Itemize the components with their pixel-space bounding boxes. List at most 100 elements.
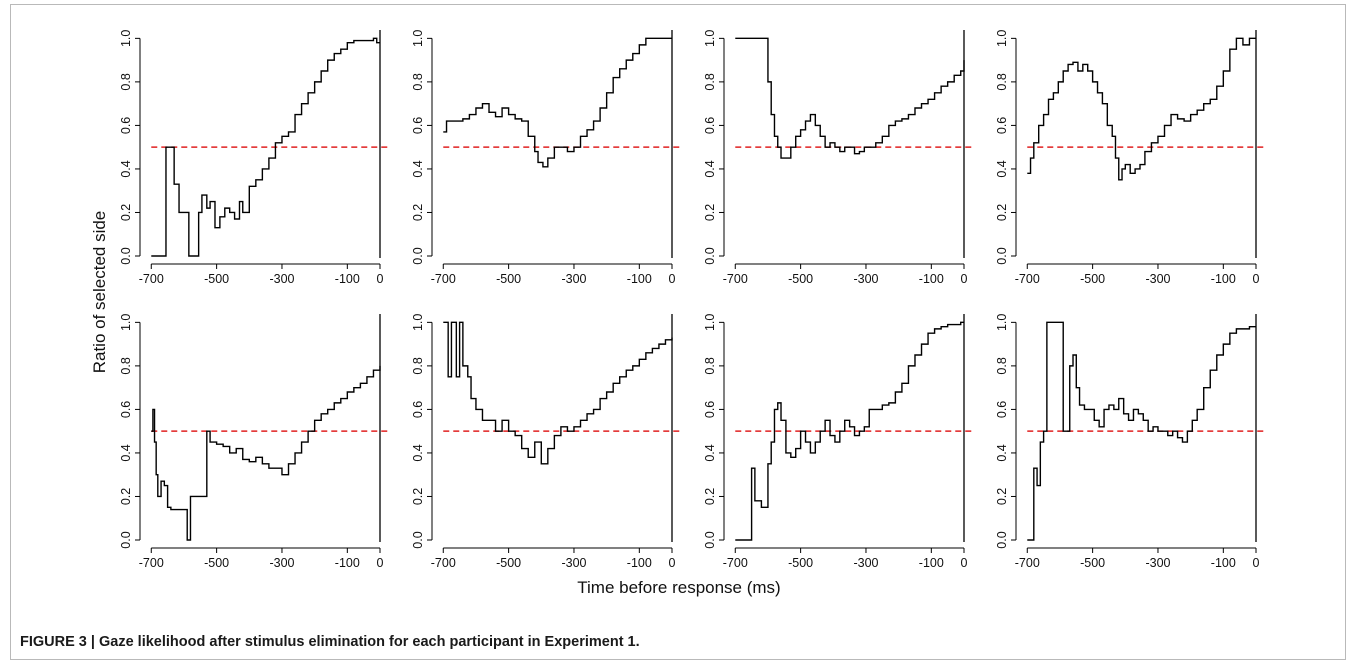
panel-5-y-tick-label: 0.6: [119, 401, 133, 418]
panel-1-y-tick-label: 0.6: [119, 117, 133, 134]
panel-3-x-tick-label: 0: [961, 272, 968, 286]
panel-6-x-tick-label: -300: [561, 556, 586, 570]
panel-5-x-tick-label: -500: [204, 556, 229, 570]
panel-2-y-tick-label: 0.4: [411, 160, 425, 177]
panel-7-x-tick-label: -100: [919, 556, 944, 570]
panel-5-x-tick-label: -100: [335, 556, 360, 570]
caption-label: FIGURE 3 |: [20, 634, 95, 650]
panel-8-y-tick-label: 0.0: [995, 531, 1009, 548]
panel-3-series-line: [735, 37, 965, 159]
caption-text: Gaze likelihood after stimulus eliminati…: [94, 634, 640, 650]
panel-2-y-tick-label: 0.8: [411, 73, 425, 90]
panel-1-x-tick-label: -100: [335, 272, 360, 286]
panel-4-y-tick-label: 0.0: [995, 247, 1009, 264]
panel-6-x-tick-label: -500: [496, 556, 521, 570]
panel-5-y-tick-label: 0.8: [119, 357, 133, 374]
panel-8-y-tick-label: 0.4: [995, 444, 1009, 461]
panel-7-y-tick-label: 0.4: [703, 444, 717, 461]
panel-4-x-tick-label: -100: [1211, 272, 1236, 286]
panel-2-x-tick-label: -300: [561, 272, 586, 286]
panel-2-x-tick-label: -100: [627, 272, 652, 286]
panel-6-x-tick-label: -100: [627, 556, 652, 570]
panel-3-x-tick-label: -500: [788, 272, 813, 286]
panel-6-y-tick-label: 0.6: [411, 401, 425, 418]
panel-6-series-line: [443, 321, 673, 465]
panel-4-y-tick-label: 0.8: [995, 73, 1009, 90]
panel-5-y-tick-label: 1.0: [119, 314, 133, 331]
panel-8-x-tick-label: 0: [1253, 556, 1260, 570]
panel-2-x-tick-label: 0: [669, 272, 676, 286]
panel-6-x-tick-label: 0: [669, 556, 676, 570]
panel-8-x-tick-label: -500: [1080, 556, 1105, 570]
panel-8-x-tick-label: -700: [1015, 556, 1040, 570]
panel-5-series-line: [151, 365, 381, 541]
panel-3-y-tick-label: 0.4: [703, 160, 717, 177]
figure-caption: FIGURE 3 | Gaze likelihood after stimulu…: [20, 634, 640, 650]
panel-2-y-tick-label: 0.6: [411, 117, 425, 134]
panel-3-x-tick-label: -100: [919, 272, 944, 286]
panel-3-x-tick-label: -300: [853, 272, 878, 286]
panel-1-x-tick-label: -300: [269, 272, 294, 286]
panel-1-y-tick-label: 1.0: [119, 30, 133, 47]
panel-2-x-tick-label: -500: [496, 272, 521, 286]
figure-frame: [10, 4, 1346, 660]
panel-7-x-tick-label: -500: [788, 556, 813, 570]
panel-8-x-tick-label: -300: [1145, 556, 1170, 570]
panel-2-y-tick-label: 0.2: [411, 204, 425, 221]
panel-7-y-tick-label: 1.0: [703, 314, 717, 331]
panel-2-series-line: [443, 37, 672, 168]
panel-4-x-tick-label: -300: [1145, 272, 1170, 286]
panel-6-y-tick-label: 0.8: [411, 357, 425, 374]
panel-8-y-tick-label: 1.0: [995, 314, 1009, 331]
panel-4-x-tick-label: -500: [1080, 272, 1105, 286]
panel-7-x-tick-label: 0: [961, 556, 968, 570]
panel-1-y-tick-label: 0.2: [119, 204, 133, 221]
panel-5-x-tick-label: -300: [269, 556, 294, 570]
panel-5-y-tick-label: 0.4: [119, 444, 133, 461]
panel-4-y-tick-label: 0.4: [995, 160, 1009, 177]
panel-7-x-tick-label: -300: [853, 556, 878, 570]
panel-1-x-tick-label: 0: [377, 272, 384, 286]
panel-8-y-tick-label: 0.2: [995, 488, 1009, 505]
panel-6-y-tick-label: 1.0: [411, 314, 425, 331]
panel-4-series-line: [1027, 37, 1256, 181]
y-axis-label: Ratio of selected side: [90, 210, 109, 374]
panel-8-x-tick-label: -100: [1211, 556, 1236, 570]
panel-6-x-tick-label: -700: [431, 556, 456, 570]
panel-2-y-tick-label: 0.0: [411, 247, 425, 264]
panel-5-x-tick-label: 0: [377, 556, 384, 570]
panel-6-y-tick-label: 0.0: [411, 531, 425, 548]
panel-1-series-line: [151, 37, 380, 257]
panel-8-y-tick-label: 0.6: [995, 401, 1009, 418]
panel-1-y-tick-label: 0.4: [119, 160, 133, 177]
panel-4-y-tick-label: 0.2: [995, 204, 1009, 221]
panel-8-y-tick-label: 0.8: [995, 357, 1009, 374]
panel-7-y-tick-label: 0.0: [703, 531, 717, 548]
panel-3-y-tick-label: 0.0: [703, 247, 717, 264]
panel-6-y-tick-label: 0.4: [411, 444, 425, 461]
panel-1-y-tick-label: 0.0: [119, 247, 133, 264]
panel-1-x-tick-label: -500: [204, 272, 229, 286]
panel-1-x-tick-label: -700: [139, 272, 164, 286]
panel-8-series-line: [1027, 321, 1256, 541]
panel-3-y-tick-label: 0.2: [703, 204, 717, 221]
x-axis-label: Time before response (ms): [577, 578, 781, 597]
panel-5-y-tick-label: 0.0: [119, 531, 133, 548]
panel-4-y-tick-label: 1.0: [995, 30, 1009, 47]
panel-7-x-tick-label: -700: [723, 556, 748, 570]
panel-7-y-tick-label: 0.8: [703, 357, 717, 374]
panel-7-y-tick-label: 0.2: [703, 488, 717, 505]
panel-3-x-tick-label: -700: [723, 272, 748, 286]
panel-1-y-tick-label: 0.8: [119, 73, 133, 90]
panel-3-y-tick-label: 0.6: [703, 117, 717, 134]
panel-3-y-tick-label: 1.0: [703, 30, 717, 47]
panel-6-y-tick-label: 0.2: [411, 488, 425, 505]
panel-2-x-tick-label: -700: [431, 272, 456, 286]
panel-4-x-tick-label: -700: [1015, 272, 1040, 286]
panel-5-y-tick-label: 0.2: [119, 488, 133, 505]
panel-3-y-tick-label: 0.8: [703, 73, 717, 90]
panel-4-x-tick-label: 0: [1253, 272, 1260, 286]
panel-4-y-tick-label: 0.6: [995, 117, 1009, 134]
panel-7-y-tick-label: 0.6: [703, 401, 717, 418]
